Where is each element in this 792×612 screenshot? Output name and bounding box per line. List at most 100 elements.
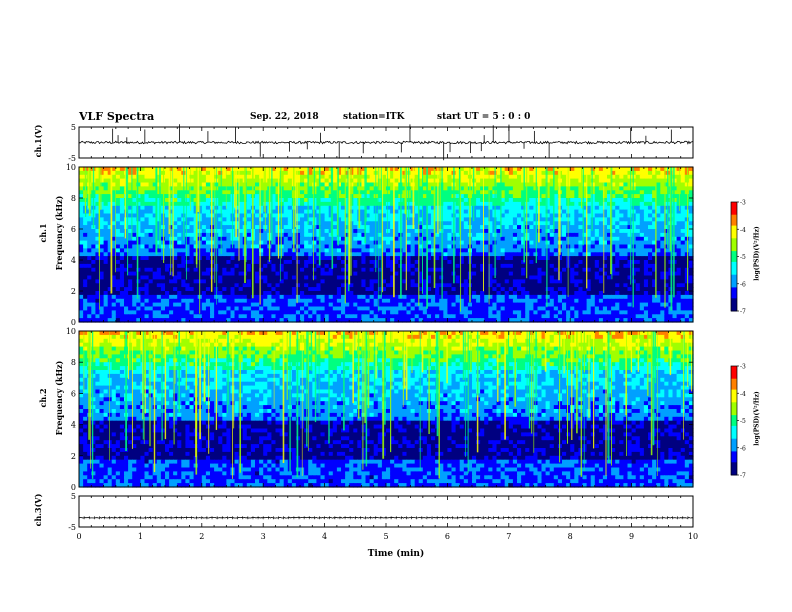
spectrogram-cell — [574, 182, 579, 187]
spectrogram-cell — [128, 283, 133, 288]
spectrogram-cell — [128, 198, 133, 203]
spectrogram-cell — [373, 287, 379, 292]
spectrogram-cell — [688, 256, 694, 261]
spectrogram-cell — [238, 201, 244, 207]
spectrogram-cell — [476, 283, 481, 288]
spectrogram-cell — [484, 213, 489, 218]
spectrogram-cell — [255, 205, 260, 211]
spectrogram-cell — [607, 256, 612, 261]
spectrogram-cell — [328, 244, 334, 249]
spectrogram-cell — [156, 186, 162, 191]
spectrogram-cell — [635, 217, 641, 222]
spectrogram-cell — [300, 217, 305, 222]
spectrogram-cell — [578, 225, 584, 230]
spectrogram-cell — [95, 221, 101, 226]
spectrogram-cell — [341, 236, 346, 242]
spectrogram-cell — [87, 229, 92, 234]
spectrogram-cell — [414, 201, 420, 207]
spectrogram-cell — [361, 287, 367, 292]
spectrogram-cell — [574, 232, 579, 238]
spectrogram-cell — [431, 182, 436, 187]
spectrogram-cell — [386, 194, 391, 199]
spectrogram-cell — [541, 194, 547, 199]
spectrogram-cell — [173, 287, 178, 292]
spectrogram-cell — [390, 244, 395, 249]
spectrogram-cell — [447, 174, 453, 180]
spectrogram-cell — [140, 236, 146, 242]
spectrogram-cell — [463, 252, 469, 257]
spectrogram-cell — [602, 225, 608, 230]
spectrogram-cell — [140, 260, 146, 265]
spectrogram-cell — [381, 240, 387, 246]
spectrogram-cell — [472, 260, 477, 265]
spectrogram-cell — [365, 283, 371, 288]
spectrogram-cell — [295, 174, 301, 180]
spectrogram-cell — [594, 194, 600, 199]
spectrogram-cell — [324, 275, 330, 280]
spectrogram-cell — [525, 221, 530, 226]
spectrogram-cell — [422, 279, 428, 284]
spectrogram-cell — [545, 271, 551, 277]
spectrogram-cell — [562, 275, 567, 280]
spectrogram-cell — [173, 260, 178, 265]
spectrogram-cell — [316, 198, 322, 203]
spectrogram-cell — [353, 221, 358, 226]
spectrogram-cell — [124, 275, 129, 280]
spectrogram-cell — [332, 205, 338, 211]
spectrogram-cell — [512, 205, 518, 211]
spectrogram-cell — [369, 205, 375, 211]
spectrogram-cell — [553, 217, 559, 222]
spectrogram-cell — [476, 213, 481, 218]
spectrogram-cell — [602, 248, 608, 253]
spectrogram-cell — [529, 174, 534, 180]
spectrogram-cell — [463, 271, 469, 277]
spectrogram-cell — [255, 221, 260, 226]
spectrogram-cell — [144, 263, 150, 269]
spectrogram-cell — [304, 198, 309, 203]
spectrogram-cell — [578, 178, 584, 184]
spectrogram-cell — [574, 213, 579, 218]
spectrogram-cell — [521, 198, 526, 203]
spectrogram-cell — [611, 205, 616, 211]
spectrogram-cell — [410, 248, 416, 253]
spectrogram-cell — [99, 198, 105, 203]
spectrogram-cell — [381, 283, 387, 288]
spectrogram-cell — [660, 198, 665, 203]
spectrogram-cell — [107, 291, 113, 296]
spectrogram-cell — [480, 170, 485, 176]
spectrogram-cell — [373, 275, 379, 280]
spectrogram-cell — [676, 182, 682, 187]
spectrogram-cell — [165, 291, 170, 296]
spectrogram-cell — [165, 190, 170, 195]
spectrogram-cell — [455, 213, 461, 218]
spectrogram-cell — [124, 221, 129, 226]
spectrogram-cell — [365, 182, 371, 187]
spectrogram-cell — [590, 201, 596, 207]
spectrogram-cell — [238, 182, 244, 187]
spectrogram-cell — [623, 174, 629, 180]
spectrogram-cell — [115, 225, 121, 230]
spectrogram-cell — [541, 232, 547, 238]
spectrogram-cell — [119, 283, 125, 288]
spectrogram-cell — [545, 194, 551, 199]
spectrogram-cell — [648, 244, 653, 249]
spectrogram-cell — [643, 229, 649, 234]
spectrogram-cell — [226, 263, 232, 269]
spectrogram-cell — [259, 225, 264, 230]
spectrogram-cell — [619, 167, 624, 172]
spectrogram-cell — [83, 236, 88, 242]
spectrogram-cell — [324, 217, 330, 222]
spectrogram-cell — [643, 221, 649, 226]
spectrogram-cell — [369, 275, 375, 280]
spectrogram-cell — [295, 232, 301, 238]
spectrogram-cell — [361, 236, 367, 242]
spectrogram-cell — [435, 287, 440, 292]
spectrogram-cell — [79, 201, 84, 207]
spectrogram-cell — [218, 178, 223, 184]
spectrogram-cell — [369, 256, 375, 261]
spectrogram-cell — [635, 198, 641, 203]
spectrogram-cell — [631, 263, 637, 269]
spectrogram-cell — [545, 232, 551, 238]
spectrogram-cell — [611, 260, 616, 265]
spectrogram-cell — [549, 248, 555, 253]
